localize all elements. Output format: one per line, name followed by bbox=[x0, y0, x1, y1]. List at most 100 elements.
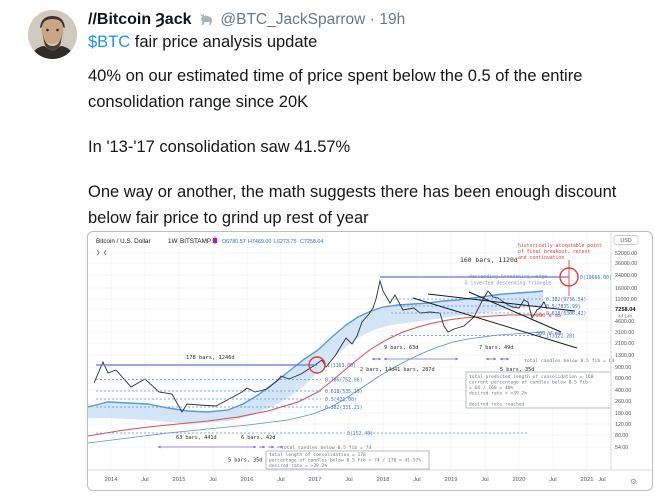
price-label-400: 400.00 bbox=[615, 388, 631, 394]
price-label-2100: 2100.00 bbox=[615, 341, 634, 347]
ohlc-close: C7258.04 bbox=[300, 239, 323, 245]
bar-countdown: 4d 14h bbox=[618, 314, 632, 319]
label-bars-2: 2 bars, 14d bbox=[360, 367, 394, 373]
prev-box-line-2: percentage of candles below 0.5 fib = 74… bbox=[269, 458, 421, 464]
label-bars-9: 9 bars, 63d bbox=[384, 345, 418, 351]
price-label-16000: 16000.00 bbox=[615, 286, 637, 292]
wedge-trendlines bbox=[412, 291, 578, 349]
prev-box-line-3: desired rate = >39.2% bbox=[269, 463, 327, 469]
first-line-text: fair price analysis update bbox=[130, 33, 318, 51]
chart-header: Bitcoin / U.S. Dollar 1W BITSTAMP O6780.… bbox=[96, 236, 323, 256]
avatar[interactable] bbox=[28, 10, 77, 59]
candle-style-icon bbox=[212, 236, 218, 244]
time-2014: 2014 bbox=[105, 477, 119, 483]
symbol-title: Bitcoin / U.S. Dollar bbox=[96, 238, 151, 245]
time-jul-15: Jul bbox=[209, 477, 216, 483]
price-label-120: 120.00 bbox=[615, 422, 631, 428]
price-label-260: 260.00 bbox=[615, 399, 631, 405]
price-label-900: 900.00 bbox=[615, 365, 631, 371]
time-axis[interactable]: 2014 Jul 2015 Jul 2016 Jul 2017 Jul 2018… bbox=[105, 477, 606, 483]
avatar-image bbox=[28, 10, 77, 59]
time-jul-18: Jul bbox=[413, 477, 420, 483]
price-series bbox=[93, 279, 548, 413]
tweet-paragraph-2: In '13-'17 consolidation saw 41.57% bbox=[88, 138, 351, 156]
curr-box-line-4: desired rate = >39.2% bbox=[469, 391, 527, 397]
fib-right-bottom: 1(3122.28) bbox=[546, 334, 575, 340]
price-axis[interactable]: USD 52000.00 36000.00 24000.00 16000.00 … bbox=[613, 235, 639, 452]
fib-right-top: 0(19666.00) bbox=[580, 275, 612, 281]
cashtag-link[interactable]: $BTC bbox=[88, 33, 131, 51]
fib-left-bottom: 0(152.40) bbox=[347, 431, 373, 437]
stats-box-texts: total length of consolidation = 178 perc… bbox=[269, 374, 594, 469]
label-wedge-1: descending broadening wedge bbox=[469, 274, 547, 280]
fib-left-05: 0.5(421.00) bbox=[325, 397, 357, 403]
label-ma200: 200 W ma bbox=[536, 313, 561, 319]
fib-left-0786: 0.786(752.06) bbox=[325, 378, 363, 384]
label-bars-5-right: 5 bars, 35d bbox=[500, 367, 534, 373]
fib-left-0618: 0.618(535.19) bbox=[325, 389, 363, 395]
fib-left-lines bbox=[96, 364, 528, 434]
label-right-consolidation: 160 bars, 1120d bbox=[460, 256, 518, 264]
prev-box-line-1: total length of consolidation = 178 bbox=[269, 452, 366, 458]
time-2018: 2018 bbox=[377, 477, 390, 483]
price-label-600: 600.00 bbox=[615, 376, 631, 382]
author-name[interactable]: //Bitcoin Ȝack bbox=[88, 11, 192, 28]
tweet-first-line: $BTC fair price analysis update bbox=[88, 33, 638, 52]
time-jul-20: Jul bbox=[549, 477, 556, 483]
chevron-right-icon[interactable]: ❯ bbox=[96, 250, 100, 256]
curr-box-line-2: current percentage of candles below 0.5 … bbox=[469, 380, 588, 386]
chart-media[interactable]: 178 bars, 1246d 160 bars, 1120d 63 bars,… bbox=[87, 231, 653, 491]
price-axis-unit: USD bbox=[620, 238, 631, 244]
exchange-label: BITSTAMP bbox=[180, 238, 211, 245]
time-jul-16: Jul bbox=[277, 477, 284, 483]
tweet-paragraph-1: 40% on our estimated time of price spent… bbox=[88, 67, 583, 111]
author-handle[interactable]: @BTC_JackSparrow bbox=[220, 11, 366, 28]
fib-left-top: 1(1163.00) bbox=[327, 363, 356, 369]
curr-box-line-3: = 64 / 160 = 40% bbox=[469, 385, 513, 391]
time-jul-17: Jul bbox=[345, 477, 352, 483]
interval-label: 1W bbox=[168, 238, 178, 245]
measure-arrows bbox=[157, 357, 510, 449]
tweet-header: //Bitcoin Ȝack @BTC_JackSparrow · 19h bbox=[88, 11, 638, 31]
label-bars-6: 6 bars, 42d bbox=[241, 435, 275, 441]
label-bars-5-left: 5 bars, 35d bbox=[228, 458, 262, 464]
label-ma300: 300 W ma bbox=[536, 331, 561, 337]
time-2016: 2016 bbox=[241, 477, 254, 483]
stats-box-previous bbox=[265, 450, 430, 470]
time-2017: 2017 bbox=[309, 477, 322, 483]
fib-left-0382: 0.382(331.21) bbox=[325, 405, 363, 411]
goat-emoji-icon bbox=[199, 13, 213, 31]
price-label-4600: 4600.00 bbox=[615, 319, 634, 325]
gear-icon[interactable]: ⚙ bbox=[630, 477, 637, 486]
curr-box-line-1: total predicted length of consolidation … bbox=[469, 374, 594, 380]
price-label-11000: 11000.00 bbox=[615, 297, 637, 303]
label-wedge-2: & inverted descending triangle bbox=[465, 281, 552, 287]
curr-box-line-5: desired rate reached bbox=[469, 402, 525, 408]
ma-200w-line bbox=[88, 314, 543, 437]
label-bars-41: 41 bars, 287d bbox=[394, 367, 435, 373]
label-total-below-right: total candles below 0.5 fib = 64 bbox=[524, 358, 614, 364]
label-left-consolidation: 178 bars, 1246d bbox=[186, 355, 235, 361]
tweet-timestamp[interactable]: 19h bbox=[379, 11, 406, 28]
chevron-left-icon[interactable]: ❮ bbox=[103, 250, 107, 256]
fib-right-05: 0.5(7835.99) bbox=[546, 304, 581, 310]
stats-box-current bbox=[465, 371, 612, 409]
time-jul-14: Jul bbox=[141, 477, 148, 483]
price-label-54: 54.00 bbox=[615, 445, 628, 451]
red-note-1: historically acceptable point bbox=[518, 243, 602, 249]
ohlc-open: O6780.57 bbox=[222, 239, 246, 245]
time-jul-21: Jul bbox=[598, 477, 605, 483]
fib-right-0618: 0.618(6306.42) bbox=[546, 311, 586, 317]
fib-labels: 1(1163.00) 0.786(752.06) 0.618(535.19) 0… bbox=[325, 275, 612, 437]
tweet-paragraph-3: One way or another, the math suggests th… bbox=[88, 183, 617, 227]
trading-chart: 178 bars, 1246d 160 bars, 1120d 63 bars,… bbox=[88, 232, 652, 486]
ohlc-high: H7469.00 bbox=[248, 239, 271, 245]
price-label-1300: 1300.00 bbox=[615, 353, 634, 359]
price-label-80: 80.00 bbox=[615, 433, 628, 439]
fib-right-0382: 0.382(9736.54) bbox=[546, 297, 586, 303]
time-2015: 2015 bbox=[173, 477, 186, 483]
label-bars-7: 7 bars, 49d bbox=[479, 345, 513, 351]
chart-annotations: 178 bars, 1246d 160 bars, 1120d 63 bars,… bbox=[176, 243, 614, 464]
price-label-3100: 3100.00 bbox=[615, 330, 634, 336]
